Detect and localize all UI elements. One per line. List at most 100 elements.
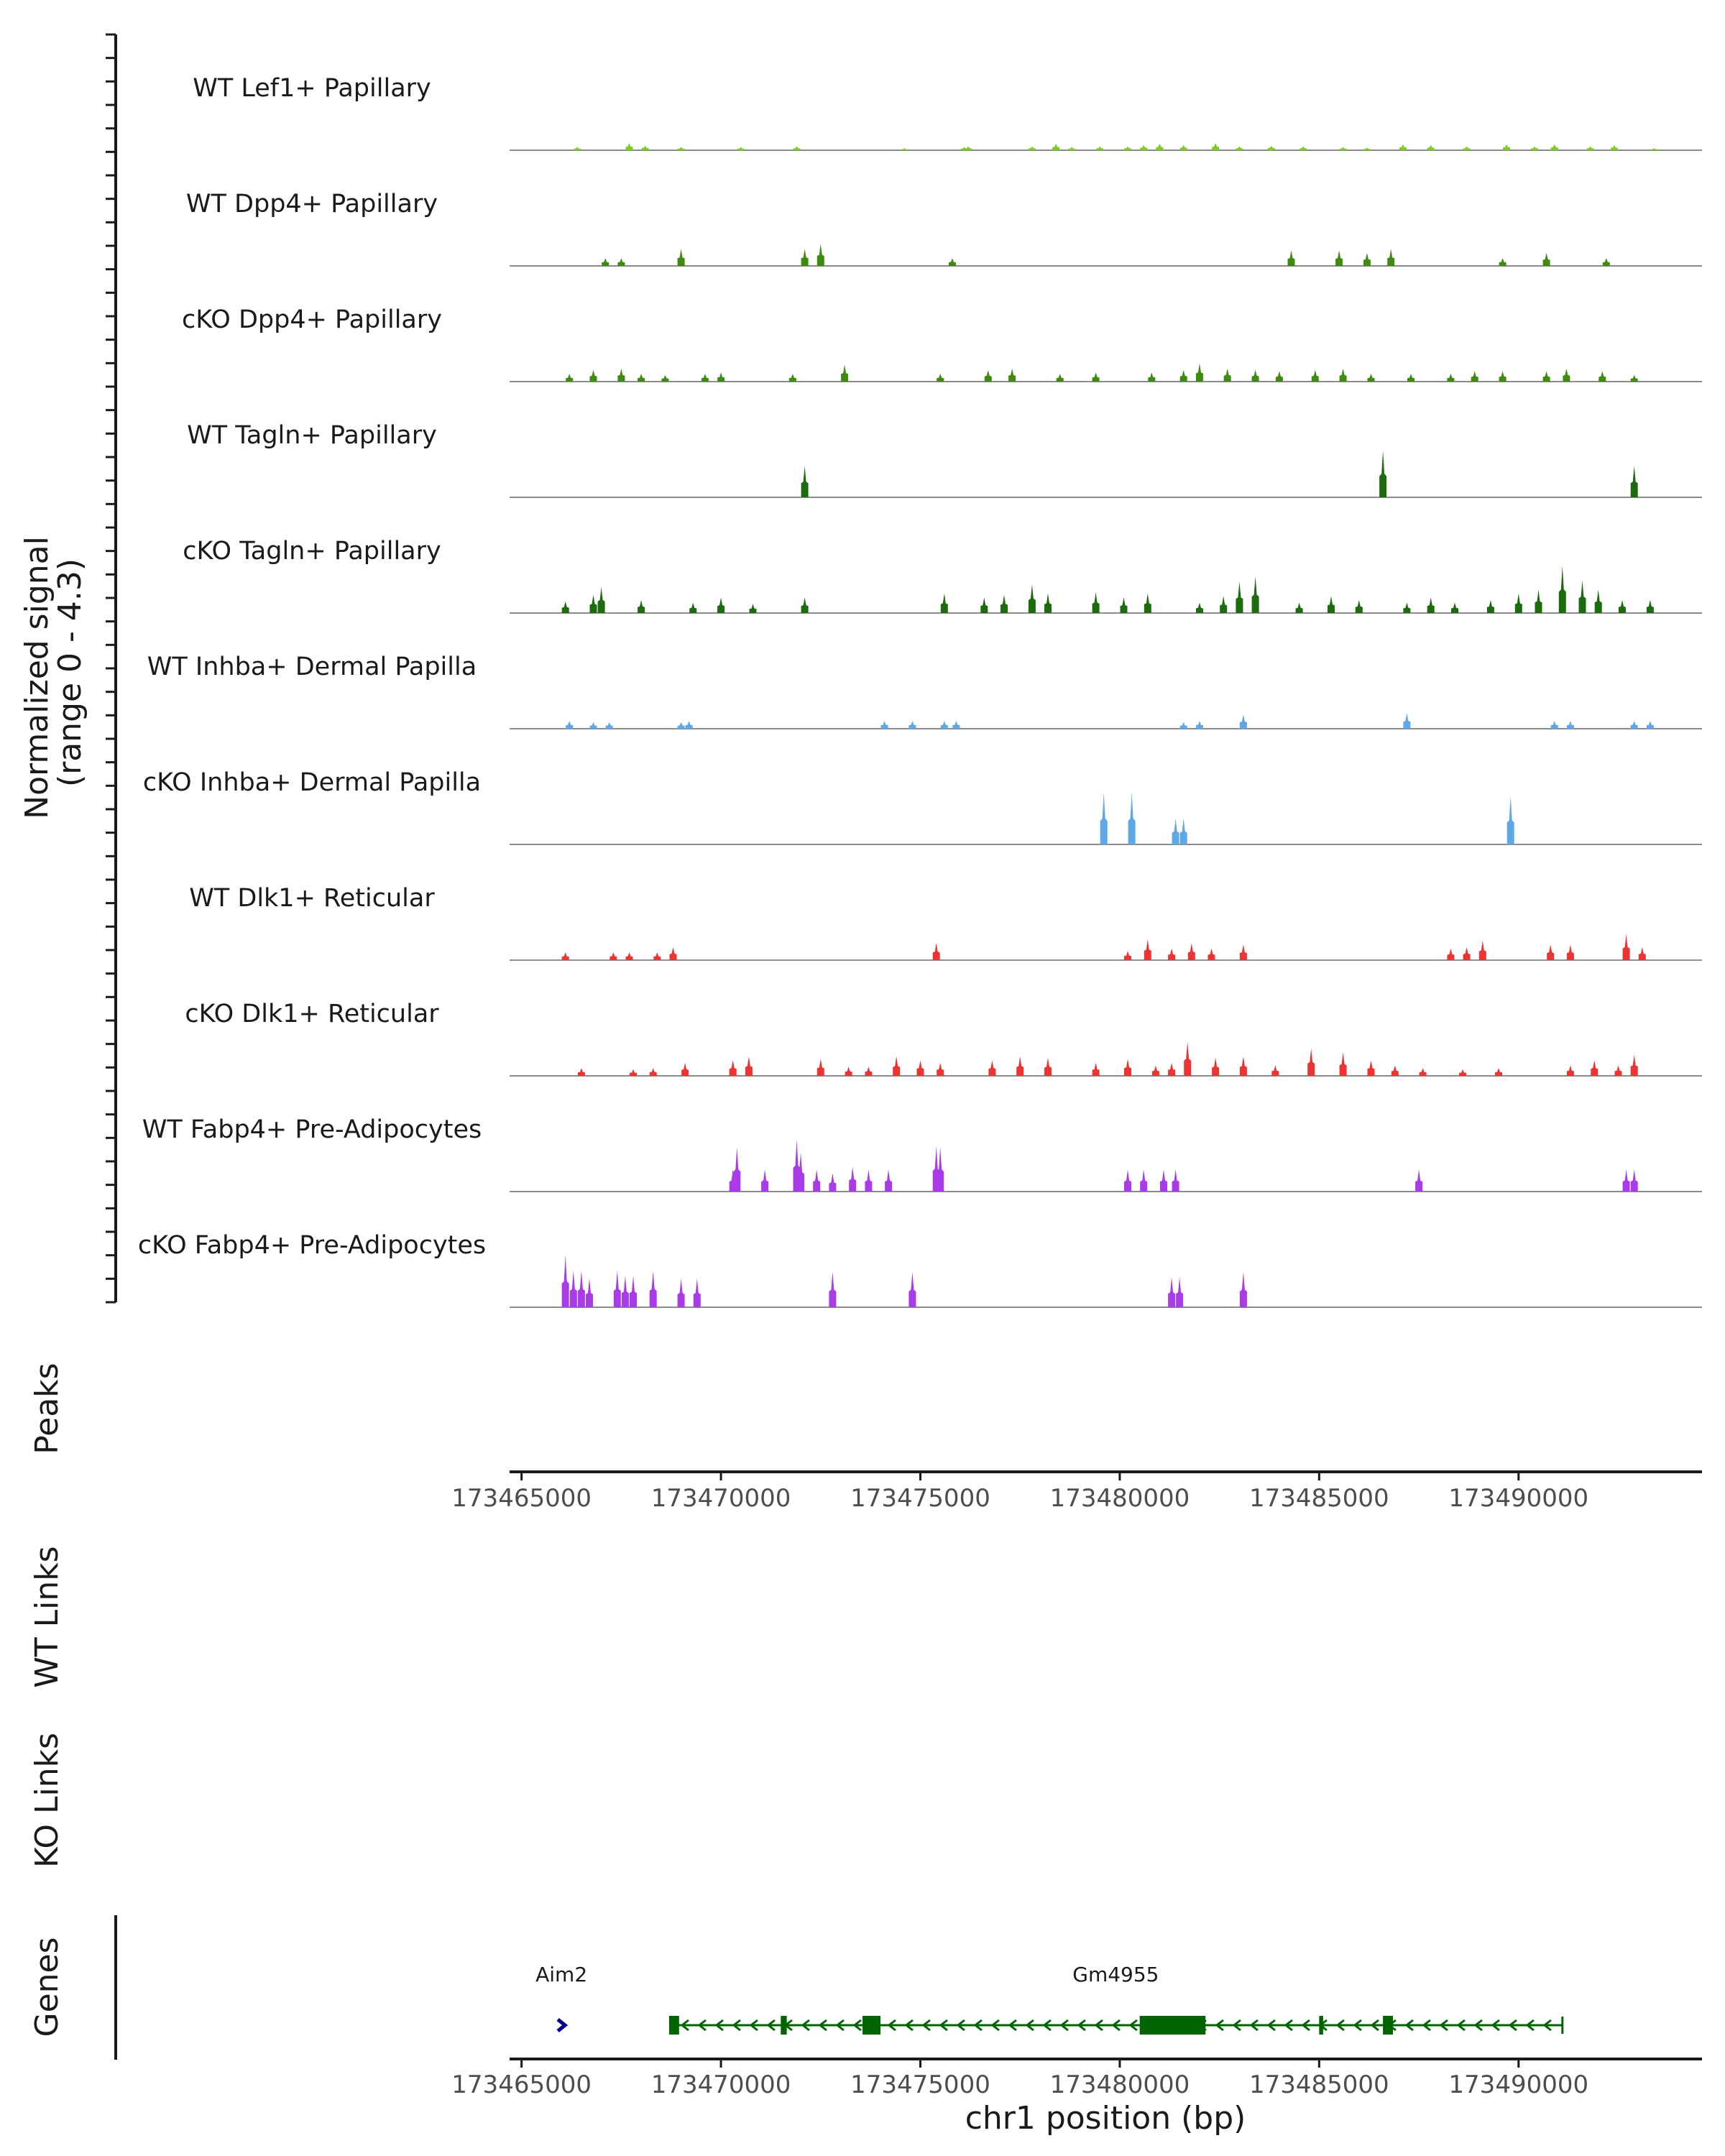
gene-strand-arrow	[1473, 2019, 1483, 2032]
coverage-peak	[1144, 939, 1151, 960]
gene-strand-arrow	[1422, 2019, 1431, 2032]
coverage-peak	[1503, 144, 1511, 150]
x-axis-bottom-tick-label: 173490000	[1448, 2070, 1588, 2099]
coverage-peak	[813, 1169, 821, 1192]
gene-strand-arrow	[818, 2019, 827, 2032]
coverage-peak	[1311, 369, 1319, 382]
track-label: cKO Inhba+ Dermal Papilla	[143, 768, 481, 797]
coverage-peak	[1236, 146, 1243, 150]
gene-strand-arrow	[1301, 2019, 1310, 2032]
gene-strand-arrow	[801, 2019, 810, 2032]
coverage-peak	[1287, 250, 1295, 266]
coverage-peak	[793, 146, 801, 150]
coverage-peak	[1547, 944, 1555, 960]
coverage-peak	[649, 1271, 657, 1307]
coverage-peak	[980, 597, 988, 613]
coverage-peak	[1566, 1065, 1574, 1076]
coverage-peak	[602, 258, 610, 266]
coverage-peak	[1295, 602, 1303, 613]
gene-strand-arrow	[1525, 2019, 1535, 2032]
coverage-peak	[865, 1169, 873, 1192]
coverage-peak	[589, 594, 597, 613]
coverage-peak	[1459, 1069, 1467, 1076]
coverage-peak	[801, 249, 809, 266]
coverage-peak	[1092, 592, 1100, 613]
gene-strand-arrow	[732, 2019, 741, 2032]
coverage-peak	[1591, 1060, 1598, 1076]
gene-strand-arrow	[921, 2019, 931, 2032]
gene-strand-arrow	[1335, 2019, 1345, 2032]
x-axis-bottom-tick-label: 173480000	[1050, 2070, 1190, 2099]
coverage-peak	[1619, 599, 1626, 613]
coverage-peak	[984, 369, 992, 382]
gene-strand-arrow	[990, 2019, 1000, 2032]
coverage-peak	[1471, 371, 1478, 382]
coverage-track: cKO Tagln+ Papillary	[183, 537, 1702, 614]
coverage-peak	[1391, 1065, 1399, 1076]
gene-strand-arrow	[766, 2019, 776, 2032]
coverage-peak	[908, 1272, 916, 1307]
coverage-peak	[937, 1147, 944, 1192]
coverage-peak	[561, 601, 569, 613]
coverage-peak	[630, 1276, 637, 1307]
gene-models: Aim2 Gm4955	[535, 1963, 1564, 2035]
coverage-peak	[685, 721, 693, 729]
coverage-peak	[1179, 369, 1187, 382]
coverage-peak	[1160, 1169, 1167, 1192]
coverage-peak	[1056, 374, 1064, 382]
coverage-peak	[574, 147, 581, 150]
coverage-peak	[1622, 1169, 1630, 1192]
wt-links-panel-label: WT Links	[29, 1546, 65, 1687]
coverage-peak	[1172, 818, 1179, 844]
coverage-peak	[1251, 369, 1259, 382]
coverage-peak	[561, 952, 569, 960]
gene-strand-arrow	[1042, 2019, 1052, 2032]
coverage-peak	[1610, 144, 1618, 150]
coverage-peak	[1403, 713, 1411, 729]
coverage-peak	[1646, 599, 1654, 613]
coverage-peak	[1124, 1059, 1131, 1076]
track-label: cKO Fabp4+ Pre-Adipocytes	[138, 1231, 486, 1260]
coverage-peak	[1586, 146, 1594, 150]
coverage-peak	[1124, 1169, 1131, 1192]
coverage-peak	[940, 593, 948, 613]
coverage-peak	[1124, 951, 1131, 960]
signal-y-axis-title-line1: Normalized signal	[19, 536, 55, 819]
coverage-peak	[749, 604, 757, 613]
coverage-peak	[1168, 1277, 1176, 1307]
coverage-peak	[1558, 566, 1566, 613]
coverage-peak	[1578, 580, 1586, 613]
track-label: WT Dlk1+ Reticular	[189, 884, 435, 913]
coverage-peak	[1151, 1065, 1159, 1076]
coverage-peak	[733, 1147, 741, 1192]
gene-strand-arrow	[1077, 2019, 1086, 2032]
x-axis-top-tick-label: 173470000	[651, 1484, 791, 1513]
track-label: cKO Tagln+ Papillary	[183, 537, 441, 566]
coverage-peak	[577, 1271, 585, 1307]
gene-strand-arrow	[1266, 2019, 1276, 2032]
coverage-peak	[1179, 144, 1187, 150]
coverage-peak	[693, 1279, 701, 1307]
coverage-peak	[1187, 943, 1195, 960]
coverage-peak	[1535, 589, 1542, 613]
coverage-track: WT Dpp4+ Papillary	[186, 190, 1702, 267]
gene-strand-arrow	[835, 2019, 845, 2032]
coverage-peak	[1339, 368, 1347, 382]
x-axis-bottom-tick-label: 173485000	[1249, 2070, 1389, 2099]
coverage-peak	[1367, 1060, 1375, 1076]
coverage-peak	[1542, 371, 1550, 382]
coverage-peak	[589, 722, 597, 729]
gene-model: Gm4955	[668, 1963, 1564, 2035]
x-axis-top-tick-label: 173465000	[451, 1484, 592, 1513]
coverage-peak	[1148, 372, 1156, 382]
gene-strand-arrow	[556, 2018, 569, 2032]
coverage-peak	[932, 943, 940, 960]
x-axis-top: 173465000 173470000 173475000 173480000 1734…	[451, 1470, 1702, 1513]
gene-strand-arrow	[1542, 2019, 1552, 2032]
coverage-peak	[1407, 374, 1414, 382]
coverage-peak	[1044, 593, 1052, 613]
coverage-peak	[988, 1060, 996, 1076]
coverage-peak	[1550, 144, 1558, 150]
coverage-peak	[1566, 944, 1574, 960]
